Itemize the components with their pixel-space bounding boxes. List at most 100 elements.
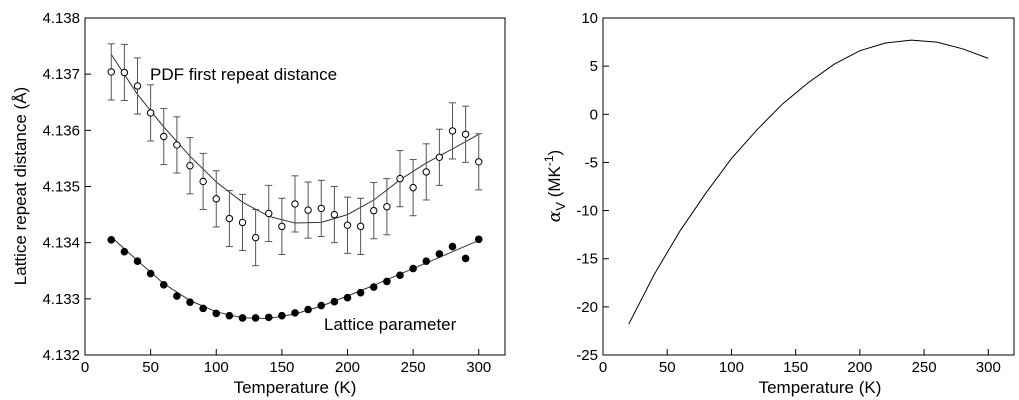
expansion-chart-x-ticks: 0 50 100 150 200 250 300: [599, 349, 1001, 376]
lattice-data-point: [383, 277, 391, 286]
x-tick-label: 0: [599, 359, 607, 376]
lattice-data-point: [120, 247, 129, 256]
pdf-data-point: [422, 168, 430, 176]
pdf-data-point: [146, 109, 155, 117]
x-tick-label: 50: [659, 359, 676, 376]
lattice-data-point: [474, 235, 483, 244]
lattice-data-point: [396, 271, 404, 280]
y-tick-label: 4.136: [42, 122, 80, 139]
lattice-data-point: [422, 257, 431, 266]
lattice-data-point: [330, 297, 339, 306]
lattice-data-point: [212, 309, 221, 318]
expansion-chart-x-axis-label: Temperature (K): [759, 378, 882, 397]
x-tick-label: 100: [204, 359, 229, 376]
pdf-data-point: [278, 222, 286, 231]
lattice-data-point: [291, 309, 299, 317]
lattice-data-point: [369, 283, 378, 291]
lattice-chart-points: [107, 68, 483, 322]
x-tick-label: 50: [142, 359, 159, 376]
y-tick-label: 10: [581, 10, 598, 27]
pdf-data-point: [173, 141, 181, 149]
pdf-data-point: [475, 158, 483, 166]
pdf-data-point: [265, 209, 273, 218]
y-tick-label: -20: [576, 299, 598, 316]
unit-base: (MK: [545, 165, 564, 202]
pdf-data-point: [160, 132, 168, 141]
lattice-data-point: [133, 257, 142, 266]
lattice-data-point: [186, 298, 194, 307]
pdf-data-point: [343, 221, 352, 229]
lattice-data-point: [264, 313, 273, 322]
pdf-data-point: [199, 177, 207, 186]
y-tick-label: -25: [576, 347, 598, 364]
pdf-data-point: [107, 68, 115, 76]
y-tick-label: 4.132: [42, 347, 80, 364]
lattice-parameter-annotation: Lattice parameter: [324, 315, 457, 334]
expansion-chart-lines: [628, 39, 989, 325]
lattice-chart-y-axis-label: Lattice repeat distance (Å): [11, 87, 30, 285]
pdf-data-point: [238, 218, 247, 227]
lattice-data-point: [409, 264, 417, 273]
pdf-data-point: [212, 195, 220, 203]
pdf-data-point: [383, 203, 391, 211]
x-tick-label: 300: [466, 359, 491, 376]
fit-curve: [110, 236, 479, 320]
lattice-data-point: [173, 292, 181, 300]
lattice-data-point: [159, 280, 168, 289]
unit-exponent: -1: [542, 155, 556, 166]
x-tick-label: 300: [976, 359, 1001, 376]
lattice-chart-y-ticks: 4.132 4.133 4.134 4.135 4.136 4.137 4.138: [42, 10, 91, 364]
lattice-data-point: [304, 305, 312, 314]
pdf-data-point: [225, 214, 234, 223]
pdf-data-point: [396, 174, 404, 183]
x-tick-label: 0: [81, 359, 89, 376]
y-tick-label: 4.137: [42, 66, 80, 83]
lattice-data-point: [199, 304, 207, 313]
y-tick-label: 0: [590, 106, 598, 123]
pdf-data-point: [409, 183, 417, 192]
pdf-data-point: [133, 82, 142, 90]
alpha-subscript: V: [553, 202, 568, 211]
y-tick-label: -5: [585, 154, 598, 171]
pdf-data-point: [448, 127, 457, 135]
lattice-chart-x-axis-label: Temperature (K): [234, 378, 357, 397]
expansion-chart-plot-frame: [602, 17, 1015, 356]
lattice-data-point: [146, 269, 155, 278]
lattice-chart-x-ticks: 0 50 100 150 200 250 300: [81, 349, 491, 376]
pdf-data-point: [186, 162, 194, 170]
y-tick-label: 4.138: [42, 10, 80, 27]
lattice-data-point: [356, 288, 365, 297]
pdf-data-point: [251, 233, 260, 242]
lattice-data-point: [251, 314, 260, 322]
pdf-data-point: [304, 206, 312, 214]
lattice-data-point: [278, 311, 286, 320]
lattice-chart: 0 50 100 150 200 250 300 4.1324.1334.1344.1354…: [11, 10, 506, 397]
pdf-data-point: [461, 130, 470, 138]
lattice-data-point: [435, 250, 444, 258]
expansion-chart-y-ticks: -25 -20 -15 -10 -5 0 5 10: [576, 10, 609, 364]
y-tick-label: 5: [590, 58, 598, 75]
lattice-data-point: [461, 254, 470, 263]
pdf-series-annotation: PDF first repeat distance: [150, 65, 337, 84]
lattice-data-point: [225, 311, 234, 320]
y-tick-label: -15: [576, 251, 598, 268]
expansion-chart-y-axis-label: αV (MK-1): [542, 150, 568, 222]
x-tick-label: 200: [847, 359, 872, 376]
y-tick-label: -10: [576, 203, 598, 220]
x-tick-label: 150: [269, 359, 294, 376]
lattice-data-point: [107, 236, 116, 244]
lattice-data-point: [238, 314, 247, 322]
x-tick-label: 200: [335, 359, 360, 376]
pdf-data-point: [330, 210, 339, 219]
y-tick-label: 4.135: [42, 179, 80, 196]
x-tick-label: 150: [783, 359, 808, 376]
pdf-data-point: [435, 153, 444, 161]
expansion-chart: 0 50 100 150 200 250 300 -25 -20 -15 -10 -5 0 5 10 Te…: [542, 10, 1015, 397]
alpha-symbol: α: [545, 210, 565, 222]
alpha-v-curve: [628, 39, 989, 325]
unit-end: ): [545, 150, 564, 156]
lattice-data-point: [343, 293, 352, 302]
lattice-data-point: [317, 301, 326, 310]
x-tick-label: 250: [912, 359, 937, 376]
